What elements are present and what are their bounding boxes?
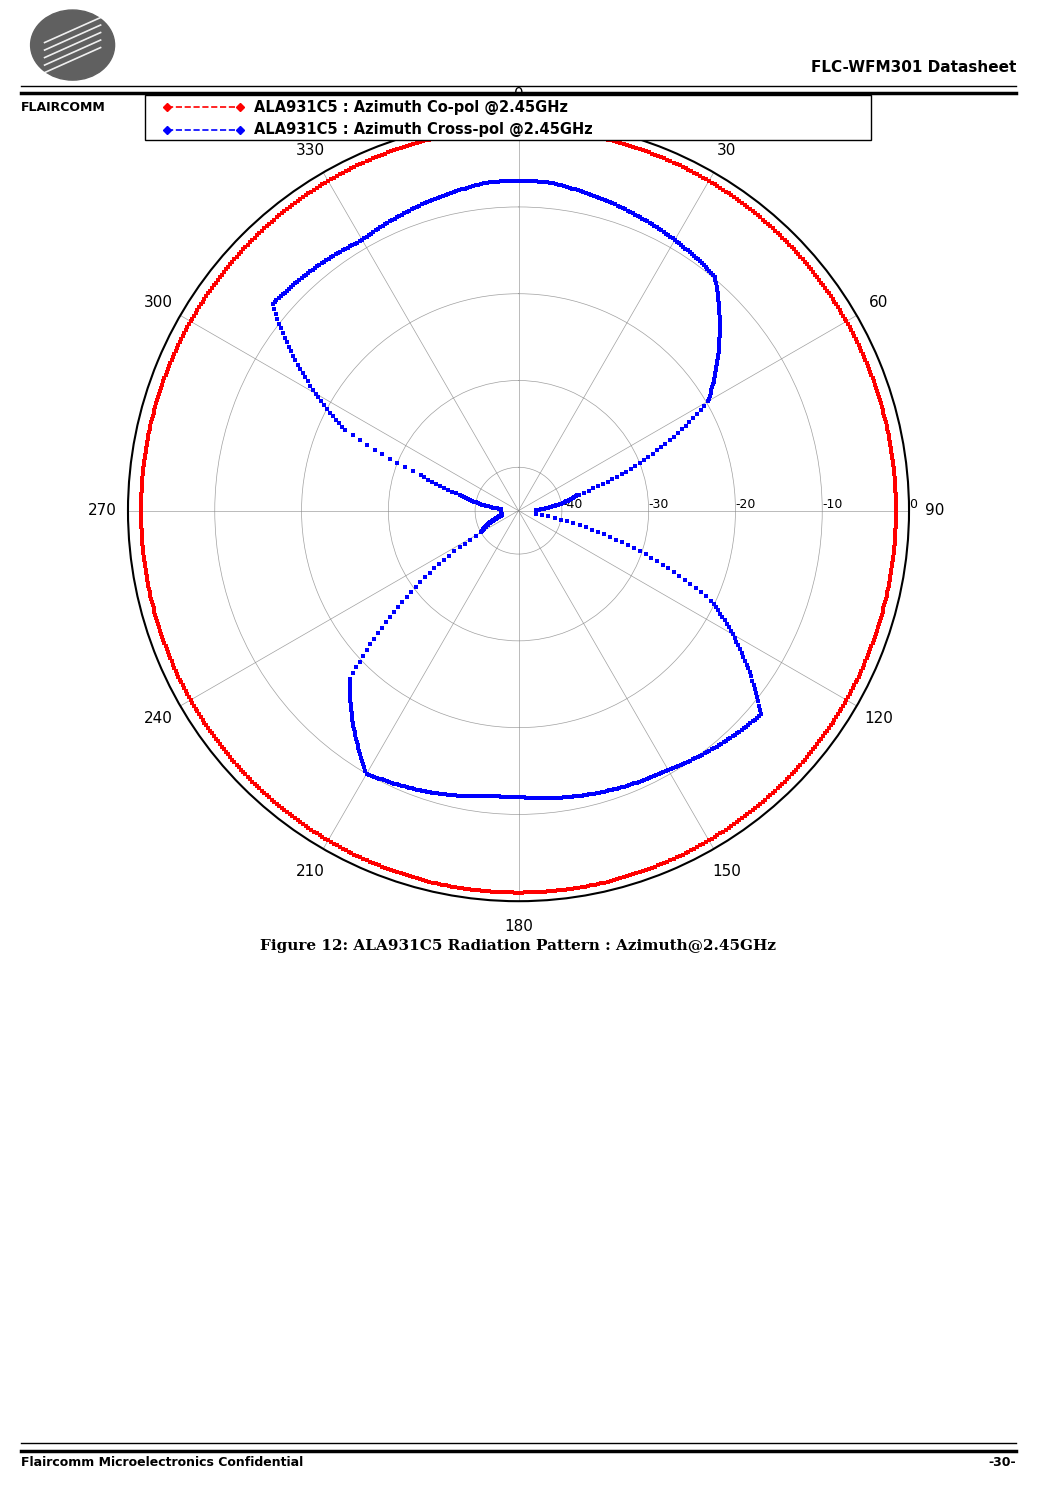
Text: ALA931C5 : Azimuth Cross-pol @2.45GHz: ALA931C5 : Azimuth Cross-pol @2.45GHz bbox=[254, 122, 593, 137]
Text: FLAIRCOMM: FLAIRCOMM bbox=[21, 101, 106, 114]
Text: ALA931C5 : Azimuth Co-pol @2.45GHz: ALA931C5 : Azimuth Co-pol @2.45GHz bbox=[254, 99, 568, 114]
Text: -30-: -30- bbox=[988, 1455, 1016, 1469]
Text: Flaircomm Microelectronics Confidential: Flaircomm Microelectronics Confidential bbox=[21, 1455, 303, 1469]
FancyBboxPatch shape bbox=[145, 95, 871, 140]
Ellipse shape bbox=[31, 11, 115, 80]
Text: FLC-WFM301 Datasheet: FLC-WFM301 Datasheet bbox=[811, 60, 1016, 75]
Text: Figure 12: ALA931C5 Radiation Pattern : Azimuth@2.45GHz: Figure 12: ALA931C5 Radiation Pattern : … bbox=[260, 939, 777, 952]
